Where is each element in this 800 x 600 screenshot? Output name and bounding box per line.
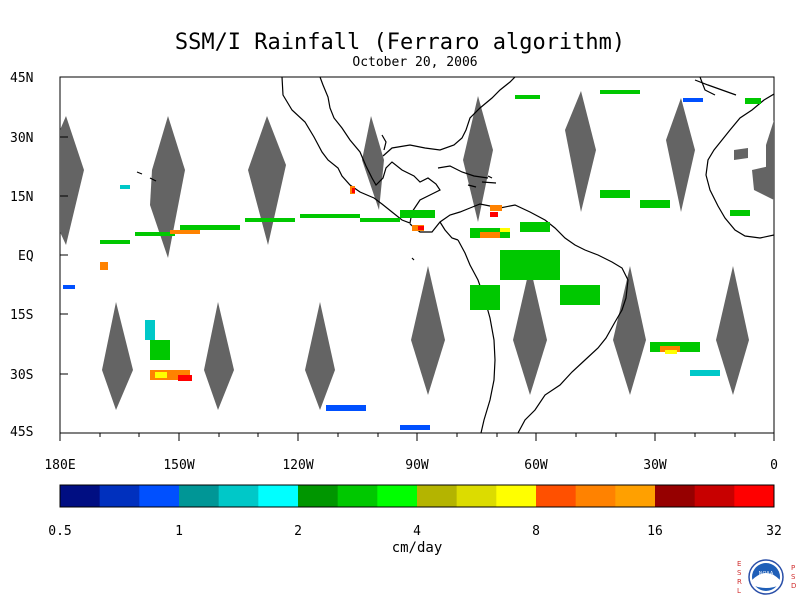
svg-text:P: P (791, 564, 795, 572)
rainfall-patches (63, 90, 761, 430)
colorbar-swatch (615, 485, 656, 507)
svg-text:E: E (737, 560, 741, 568)
colorbar-swatch (139, 485, 180, 507)
colorbar-swatch (298, 485, 339, 507)
svg-text:R: R (737, 578, 742, 586)
map-title: SSM/I Rainfall (Ferraro algorithm) (174, 30, 626, 55)
colorbar-label-2: 2 (294, 524, 302, 539)
colorbar-swatch (218, 485, 259, 507)
colorbar-label-4: 4 (413, 524, 421, 539)
noaa-logo-text: NOAA (759, 571, 774, 577)
colorbar-outline (59, 484, 775, 508)
data-gap-swaths (60, 91, 774, 410)
colorbar-label-32: 32 (766, 524, 782, 539)
colorbar-swatch (655, 485, 696, 507)
lat-label-15s: 15S (10, 308, 33, 323)
colorbar-swatch (179, 485, 220, 507)
colorbar-swatch (417, 485, 458, 507)
colorbar-swatch (337, 485, 378, 507)
map-date: October 20, 2006 (352, 55, 478, 70)
lat-label-30s: 30S (10, 368, 33, 383)
colorbar-swatch (496, 485, 537, 507)
colorbar-label-1: 1 (175, 524, 183, 539)
lat-label-45s: 45S (10, 425, 33, 440)
lon-label-60w: 60W (524, 458, 548, 473)
svg-text:S: S (791, 573, 796, 581)
colorbar-label-0-5: 0.5 (48, 524, 71, 539)
colorbar-swatch (99, 485, 140, 507)
svg-text:S: S (737, 569, 742, 577)
colorbar-swatch (456, 485, 497, 507)
lat-label-45n: 45N (10, 71, 33, 86)
svg-text:L: L (737, 587, 741, 595)
lon-label-90w: 90W (405, 458, 429, 473)
axis-ticks (59, 76, 775, 441)
latitude-labels: 45N 30N 15N EQ 15S 30S 45S (10, 71, 34, 440)
colorbar-swatch (536, 485, 577, 507)
colorbar-label-8: 8 (532, 524, 540, 539)
coastlines (136, 77, 774, 433)
lat-label-15n: 15N (10, 190, 33, 205)
colorbar-swatch (60, 485, 101, 507)
svg-text:D: D (791, 582, 796, 590)
colorbar-swatch (575, 485, 616, 507)
colorbar-swatch (377, 485, 418, 507)
lon-label-120w: 120W (282, 458, 313, 473)
lon-label-30w: 30W (643, 458, 667, 473)
colorbar (59, 484, 775, 508)
lon-label-0: 0 (770, 458, 778, 473)
lon-label-180e: 180E (44, 458, 75, 473)
colorbar-swatch (734, 485, 775, 507)
lat-label-eq: EQ (18, 249, 34, 264)
colorbar-labels: 0.5 1 2 4 8 16 32 (48, 524, 782, 539)
colorbar-swatch (694, 485, 735, 507)
lon-label-150w: 150W (163, 458, 194, 473)
colorbar-units: cm/day (391, 540, 443, 556)
longitude-labels: 180E 150W 120W 90W 60W 30W 0 (44, 458, 778, 473)
colorbar-swatch (258, 485, 299, 507)
colorbar-label-16: 16 (647, 524, 663, 539)
lat-label-30n: 30N (10, 131, 33, 146)
